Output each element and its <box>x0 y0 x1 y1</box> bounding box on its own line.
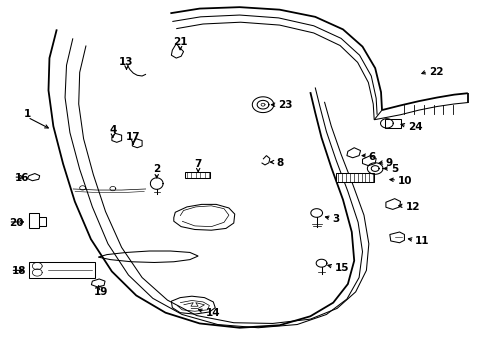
Text: 21: 21 <box>173 37 187 47</box>
Text: 16: 16 <box>14 173 29 183</box>
Text: 17: 17 <box>126 132 141 142</box>
Text: 23: 23 <box>277 100 291 111</box>
Text: 8: 8 <box>276 158 283 168</box>
FancyBboxPatch shape <box>184 172 210 178</box>
Bar <box>29 262 95 278</box>
Text: 6: 6 <box>368 152 375 162</box>
Text: 22: 22 <box>428 67 443 77</box>
Text: 24: 24 <box>407 122 422 132</box>
Bar <box>29 217 46 226</box>
Text: 13: 13 <box>119 57 134 67</box>
Text: 18: 18 <box>11 266 26 276</box>
Text: 20: 20 <box>9 218 24 228</box>
Text: 7: 7 <box>194 159 202 169</box>
Text: 15: 15 <box>334 263 348 273</box>
Text: 11: 11 <box>414 236 429 246</box>
Text: 12: 12 <box>405 202 419 212</box>
Bar <box>384 119 400 128</box>
Bar <box>335 173 373 182</box>
Text: 1: 1 <box>24 109 31 119</box>
Text: 10: 10 <box>397 176 412 186</box>
Text: 14: 14 <box>205 308 220 318</box>
Text: 3: 3 <box>331 215 339 224</box>
Text: 4: 4 <box>109 125 116 135</box>
Text: 19: 19 <box>93 287 108 297</box>
Text: 2: 2 <box>153 164 160 174</box>
Text: 5: 5 <box>390 164 397 174</box>
Text: 9: 9 <box>385 158 392 168</box>
Bar <box>29 213 39 228</box>
